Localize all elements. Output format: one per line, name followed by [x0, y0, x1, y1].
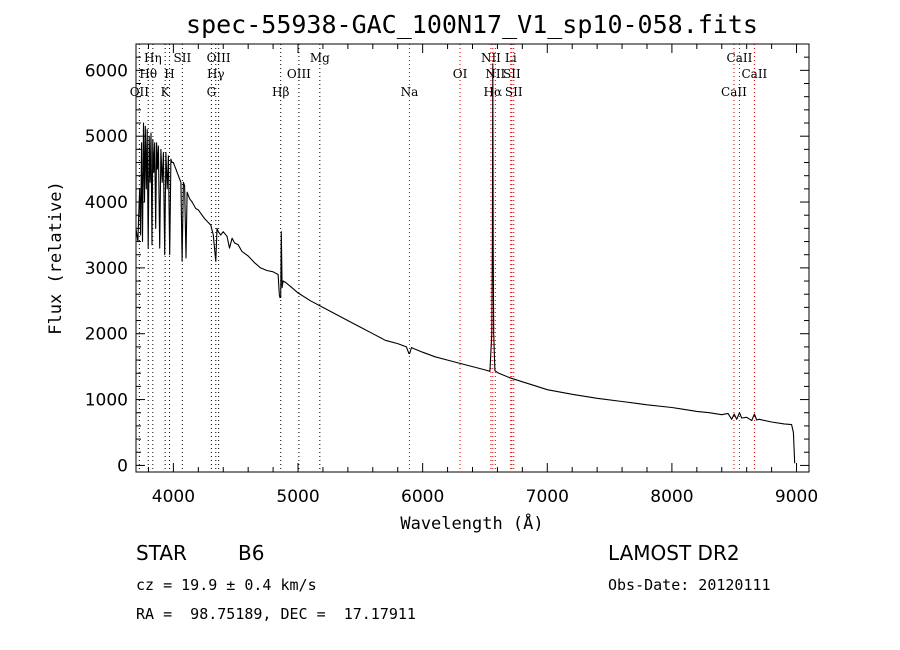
redshift-info: cz = 19.9 ± 0.4 km/s	[136, 576, 317, 594]
line-annotation: CaII	[727, 51, 753, 65]
y-axis-ticks: 0 1000 2000 3000 4000 5000 6000	[85, 56, 809, 476]
line-annotation: CaII	[741, 67, 767, 81]
line-annotation: OII	[130, 85, 150, 99]
line-annotation: NII	[485, 67, 505, 81]
observation-date: Obs-Date: 20120111	[608, 576, 771, 594]
line-annotation: Li	[505, 51, 517, 65]
x-tick-label: 9000	[775, 487, 818, 507]
line-annotation: SII	[503, 67, 521, 81]
y-tick-label: 2000	[85, 325, 128, 345]
spectrum-line	[135, 63, 796, 464]
line-annotation: Na	[401, 85, 419, 99]
coordinates: RA = 98.75189, DEC = 17.17911	[136, 605, 416, 623]
line-annotation: Hθ	[139, 67, 157, 81]
object-subclass: B6	[238, 541, 265, 565]
y-tick-label: 5000	[85, 127, 128, 147]
line-annotation: G	[207, 85, 217, 99]
x-axis-ticks: 4000 5000 6000 7000 8000 9000	[147, 44, 818, 507]
line-annotation: Mg	[310, 51, 330, 65]
plot-frame	[135, 43, 810, 473]
y-tick-label: 6000	[85, 61, 128, 81]
line-annotations: OIIHθHηKHSIIGHγOIIIHβOIIIMgNaOINIIHαNIIL…	[130, 51, 768, 99]
x-tick-label: 6000	[401, 487, 444, 507]
marker-lines	[138, 44, 755, 472]
line-annotation: Hγ	[207, 67, 225, 81]
x-tick-label: 8000	[650, 487, 693, 507]
line-annotation: SII	[505, 85, 523, 99]
y-axis-label: Flux (relative)	[46, 181, 66, 335]
x-tick-label: 5000	[276, 487, 319, 507]
object-class: STAR	[136, 541, 187, 565]
survey-name: LAMOST DR2	[608, 541, 740, 565]
line-annotation: SII	[174, 51, 192, 65]
x-axis-label: Wavelength (Å)	[400, 512, 543, 534]
line-annotation: CaII	[721, 85, 747, 99]
line-annotation: OIII	[207, 51, 231, 65]
line-annotation: K	[161, 85, 171, 99]
y-tick-label: 3000	[85, 259, 128, 279]
line-annotation: H	[164, 67, 174, 81]
line-annotation: OI	[453, 67, 468, 81]
y-tick-label: 4000	[85, 193, 128, 213]
line-annotation: OIII	[287, 67, 311, 81]
x-tick-label: 7000	[526, 487, 569, 507]
x-tick-label: 4000	[152, 487, 195, 507]
line-annotation: NII	[481, 51, 501, 65]
y-tick-label: 0	[117, 456, 128, 476]
chart-title: spec-55938-GAC_100N17_V1_sp10-058.fits	[186, 10, 758, 39]
line-annotation: Hβ	[272, 85, 289, 99]
y-tick-label: 1000	[85, 391, 128, 411]
line-annotation: Hη	[144, 51, 162, 65]
